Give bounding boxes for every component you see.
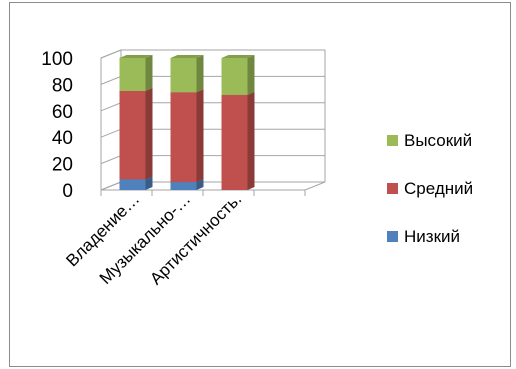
legend-swatch — [387, 231, 398, 242]
bar-front — [170, 92, 197, 183]
bar-front — [170, 58, 197, 93]
bar-side — [145, 55, 153, 91]
y-tick-label: 40 — [52, 128, 73, 149]
x-tick-label: Артистичность. — [146, 189, 245, 288]
bar-front — [221, 58, 248, 95]
bar-side — [196, 179, 204, 190]
y-tick-label: 20 — [52, 155, 73, 176]
bar-segment-Средний — [170, 89, 204, 183]
bar-side — [247, 55, 255, 95]
bar-front — [170, 182, 197, 190]
y-tick-label: 60 — [52, 102, 73, 123]
bar-front — [119, 58, 146, 91]
bar-side — [145, 176, 153, 190]
bar-segment-Высокий — [170, 55, 204, 93]
side-wall — [100, 49, 122, 191]
bar-front — [119, 91, 146, 180]
bar-side — [196, 89, 204, 183]
y-tick-label: 100 — [41, 49, 73, 70]
legend-label: Высокий — [404, 131, 472, 150]
bar-segment-Высокий — [221, 55, 255, 95]
bar-front — [221, 94, 248, 190]
y-tick-label: 80 — [52, 75, 73, 96]
bar-top — [221, 55, 255, 58]
bars — [119, 55, 255, 190]
bar-segment-Средний — [221, 91, 255, 190]
legend: Высокий Средний Низкий — [387, 131, 473, 246]
bar-segment-Высокий — [119, 55, 153, 91]
bar-top — [119, 55, 153, 58]
bar-side — [196, 55, 204, 93]
bar-side — [247, 91, 255, 190]
legend-swatch — [387, 135, 398, 146]
legend-label: Средний — [404, 179, 473, 198]
x-tick-label: Музыкально-… — [96, 189, 195, 288]
y-tick-label: 0 — [62, 181, 73, 202]
x-tick-labels: Владение…Музыкально-…Артистичность. — [62, 189, 245, 288]
y-tick-labels: 0 20 40 60 80 100 — [41, 49, 73, 202]
bar-top — [170, 55, 204, 58]
bar-segment-Средний — [119, 88, 153, 180]
gridline — [100, 49, 325, 59]
legend-label: Низкий — [404, 227, 460, 246]
bar-front — [119, 179, 146, 190]
x-axis — [100, 190, 306, 196]
legend-swatch — [387, 183, 398, 194]
bar-side — [145, 88, 153, 180]
